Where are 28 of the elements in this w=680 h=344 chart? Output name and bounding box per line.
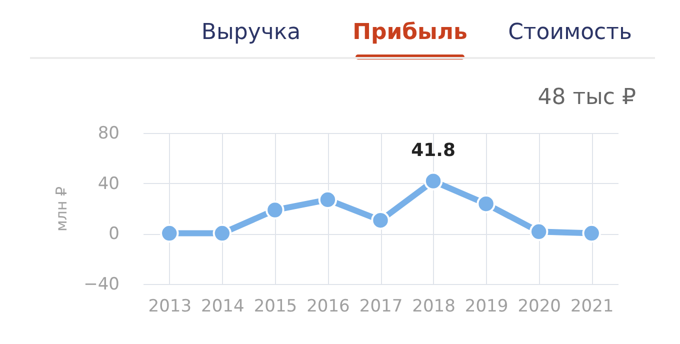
x-tick-label: 2021 <box>570 296 614 316</box>
data-label: 41.8 <box>411 140 456 162</box>
point <box>476 194 496 214</box>
text: Прибыль <box>352 20 468 45</box>
point <box>424 172 443 190</box>
x-tick-label: 2016 <box>306 296 350 316</box>
text: Выручка <box>201 20 301 45</box>
point <box>318 190 338 210</box>
x-tick-label: 2020 <box>518 296 561 316</box>
x-tick-label: 2013 <box>148 296 192 316</box>
y-tick-label: 40 <box>98 174 120 194</box>
x-tick-label: 2015 <box>254 296 298 316</box>
text: Стоимость <box>508 20 632 45</box>
text: 48 тыс ₽ <box>538 85 636 110</box>
y-tick-label: 0 <box>108 224 120 244</box>
point <box>160 224 179 243</box>
y-axis-title: млн ₽ <box>52 186 71 232</box>
point <box>266 200 284 220</box>
point <box>529 222 548 242</box>
y-tick-label: −40 <box>84 274 120 294</box>
point <box>212 224 232 243</box>
y-tick-label: 80 <box>98 124 120 144</box>
x-tick-label: 2018 <box>412 296 456 316</box>
x-tick-label: 2017 <box>359 296 403 316</box>
x-tick-label: 2014 <box>201 296 244 316</box>
point <box>371 210 390 230</box>
point <box>582 224 601 243</box>
x-tick-label: 2019 <box>464 296 508 316</box>
